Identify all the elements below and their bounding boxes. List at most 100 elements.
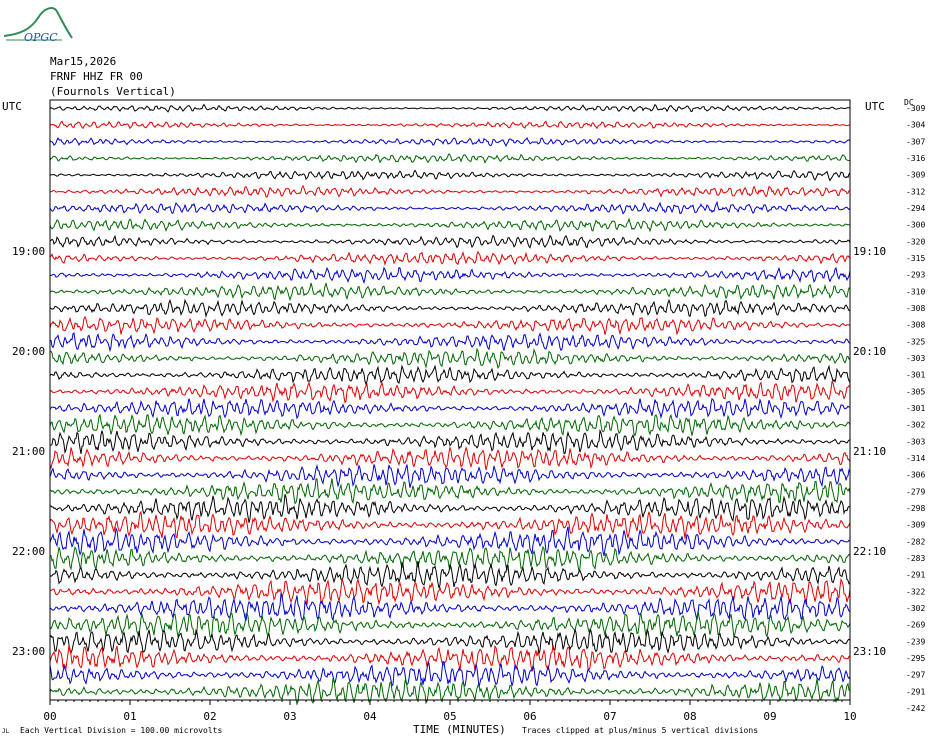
dc-offset-label: -304 xyxy=(906,121,925,130)
trace-line xyxy=(49,234,851,249)
dc-offset-label: -297 xyxy=(906,671,925,680)
dc-offset-label: -305 xyxy=(906,387,925,396)
trace-line xyxy=(49,347,851,369)
header-date: Mar15,2026 xyxy=(50,55,117,68)
trace-line xyxy=(49,660,851,688)
trace-line xyxy=(49,478,851,505)
dc-offset-label: -279 xyxy=(906,487,925,496)
right-time-label: 22:10 xyxy=(853,545,886,558)
trace-line xyxy=(49,332,851,353)
trace-line xyxy=(49,380,851,404)
dc-offset-label: -314 xyxy=(906,454,925,463)
dc-offset-label: -302 xyxy=(906,421,925,430)
right-time-label: 20:10 xyxy=(853,345,886,358)
left-time-label: 20:00 xyxy=(12,345,45,358)
x-tick-label: 06 xyxy=(523,710,536,723)
scale-note: Each Vertical Division = 100.00 microvol… xyxy=(20,726,223,735)
dc-offset-label: -283 xyxy=(906,554,925,563)
trace-line xyxy=(49,545,851,572)
header-location: (Fournols Vertical) xyxy=(50,85,176,98)
dc-offset-label: -312 xyxy=(906,187,925,196)
trace-line xyxy=(49,217,851,233)
trace-line xyxy=(49,428,851,455)
trace-line xyxy=(49,560,851,589)
trace-layer xyxy=(49,103,851,706)
x-tick-label: 05 xyxy=(443,710,456,723)
trace-line xyxy=(49,136,851,148)
right-time-label: 23:10 xyxy=(853,645,886,658)
dc-offset-label: -306 xyxy=(906,471,925,480)
dc-offset-label: -295 xyxy=(906,654,925,663)
dc-offset-label: -301 xyxy=(906,404,925,413)
dc-offset-label: -316 xyxy=(906,154,925,163)
trace-line xyxy=(49,397,850,420)
trace-line xyxy=(49,577,851,606)
opgc-logo: OPGC xyxy=(3,7,73,44)
x-tick-label: 04 xyxy=(363,710,377,723)
trace-line xyxy=(49,678,851,706)
dc-offset-label: -303 xyxy=(906,354,925,363)
trace-line xyxy=(49,494,851,523)
right-axis-title: UTC xyxy=(865,100,885,113)
left-time-label: 19:00 xyxy=(12,245,45,258)
trace-line xyxy=(49,628,851,654)
left-time-label: 21:00 xyxy=(12,445,45,458)
dc-offset-label: -294 xyxy=(906,204,925,213)
trace-line xyxy=(49,250,851,266)
corner-mark: JL xyxy=(2,728,10,735)
x-axis-ticks: 00 01 02 03 04 05 06 07 08 09 10 xyxy=(43,700,857,723)
x-tick-label: 10 xyxy=(843,710,856,723)
dc-offset-label: -293 xyxy=(906,271,925,280)
x-tick-label: 01 xyxy=(123,710,136,723)
left-axis-title: UTC xyxy=(2,100,22,113)
dc-offset-label: -322 xyxy=(906,587,925,596)
dc-offset-label: -239 xyxy=(906,637,925,646)
dc-offset-label: -302 xyxy=(906,604,925,613)
header-station: FRNF HHZ FR 00 xyxy=(50,70,143,83)
dc-offset-label: -315 xyxy=(906,254,925,263)
dc-offset-label: -307 xyxy=(906,137,925,146)
x-tick-label: 09 xyxy=(763,710,776,723)
dc-offset-label: -291 xyxy=(906,687,925,696)
dc-offset-label: -301 xyxy=(906,371,925,380)
x-tick-label: 02 xyxy=(203,710,216,723)
dc-offset-label: -282 xyxy=(906,537,925,546)
trace-line xyxy=(49,644,851,672)
trace-line xyxy=(49,315,851,336)
trace-line xyxy=(49,169,851,182)
trace-line xyxy=(49,445,851,471)
clip-note: Traces clipped at plus/minus 5 vertical … xyxy=(522,726,759,735)
dc-offset-label: -310 xyxy=(906,287,925,296)
right-time-label: 21:10 xyxy=(853,445,886,458)
dc-offset-label: -309 xyxy=(906,104,925,113)
dc-offset-label: -309 xyxy=(906,521,925,530)
trace-line xyxy=(49,266,851,285)
trace-line xyxy=(49,591,851,622)
x-axis-title: TIME (MINUTES) xyxy=(413,723,506,736)
dc-offset-label: -308 xyxy=(906,304,925,313)
dc-offset-label: -291 xyxy=(906,571,925,580)
dc-offset-label: -320 xyxy=(906,237,925,246)
trace-line xyxy=(49,200,851,215)
dc-offset-label: -269 xyxy=(906,621,925,630)
right-time-label: 19:10 xyxy=(853,245,886,258)
x-tick-label: 00 xyxy=(43,710,56,723)
logo-mountain-shape xyxy=(3,7,73,39)
x-tick-label: 03 xyxy=(283,710,296,723)
trace-line xyxy=(49,184,851,198)
trace-line xyxy=(49,152,851,164)
trace-line xyxy=(49,281,851,302)
dc-offset-label: -308 xyxy=(906,321,925,330)
trace-line xyxy=(49,298,851,318)
label-layer: -309 -304 -307 -316 -309 -312 -294 -300 -320 -315… xyxy=(12,104,925,713)
trace-line xyxy=(49,526,851,557)
trace-line xyxy=(49,364,851,386)
left-time-label: 23:00 xyxy=(12,645,45,658)
logo-text: OPGC xyxy=(24,31,58,44)
dc-offset-label: -298 xyxy=(906,504,925,513)
trace-line xyxy=(49,413,851,437)
trace-line xyxy=(49,120,851,130)
trace-line xyxy=(49,610,851,639)
left-time-label: 22:00 xyxy=(12,545,45,558)
